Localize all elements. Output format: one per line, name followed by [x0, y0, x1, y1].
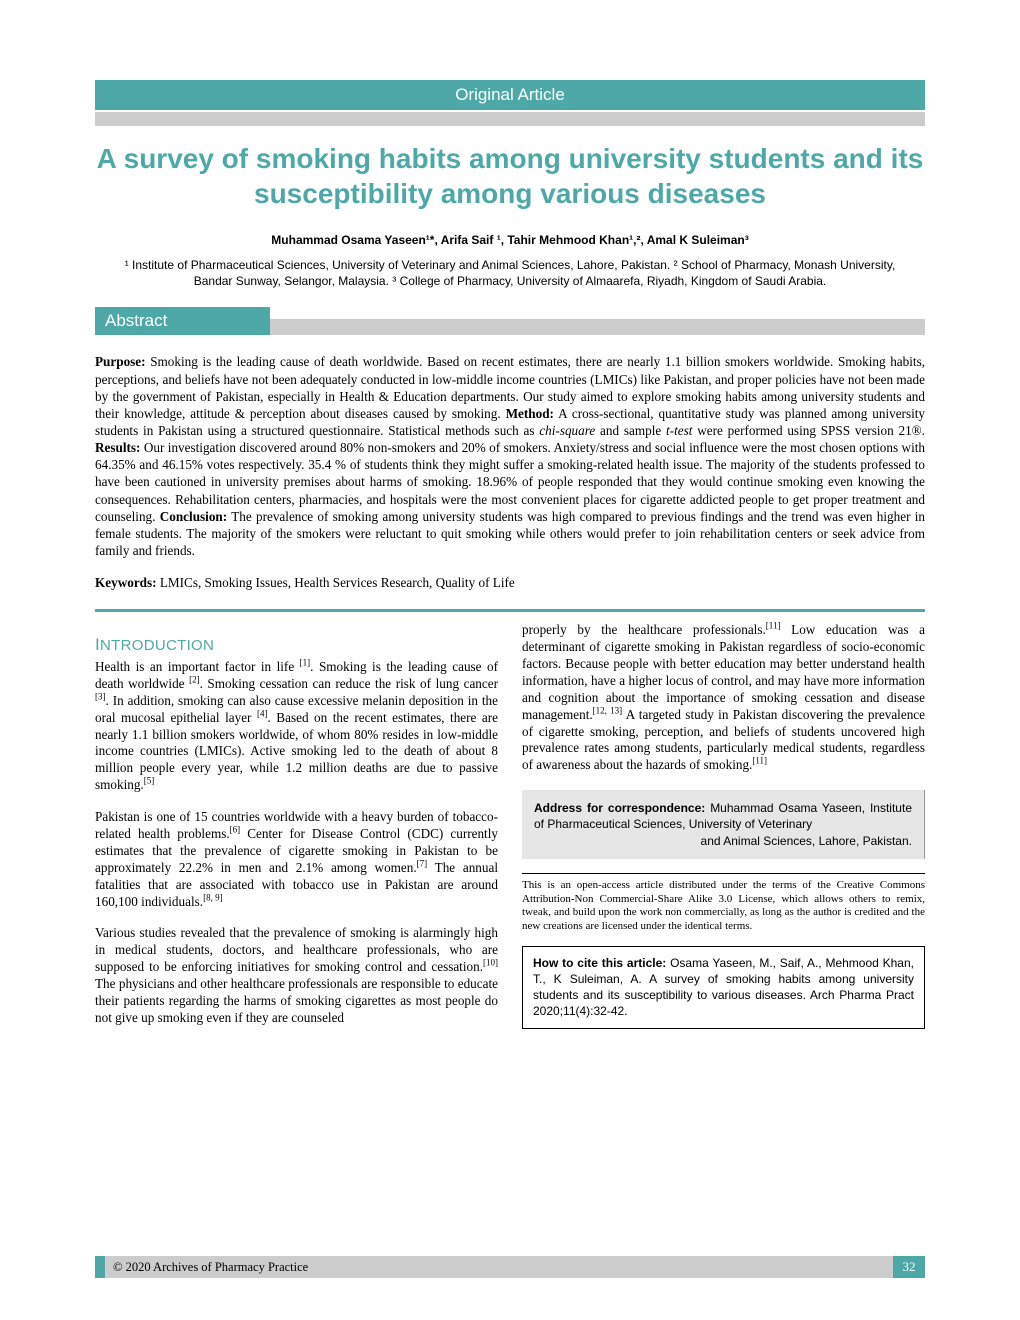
gray-separator: [95, 112, 925, 126]
affiliations: ¹ Institute of Pharmaceutical Sciences, …: [95, 257, 925, 289]
page-footer: © 2020 Archives of Pharmacy Practice 32: [95, 1256, 925, 1278]
keywords-line: Keywords: LMICs, Smoking Issues, Health …: [95, 575, 925, 591]
abstract-body: Purpose: Smoking is the leading cause of…: [95, 353, 925, 559]
footer-copyright: © 2020 Archives of Pharmacy Practice: [105, 1256, 893, 1278]
abstract-header-row: Abstract: [95, 307, 925, 335]
keywords-label: Keywords:: [95, 575, 157, 590]
intro-para-3: Various studies revealed that the preval…: [95, 925, 498, 1026]
article-type-banner: Original Article: [95, 80, 925, 110]
keywords-text: LMICs, Smoking Issues, Health Services R…: [160, 575, 515, 590]
two-column-body: INTRODUCTION Health is an important fact…: [95, 622, 925, 1028]
intro-para-2: Pakistan is one of 15 countries worldwid…: [95, 809, 498, 910]
article-title: A survey of smoking habits among univers…: [95, 141, 925, 211]
teal-divider: [95, 609, 925, 612]
citation-box: How to cite this article: Osama Yaseen, …: [522, 946, 925, 1029]
abstract-heading: Abstract: [95, 307, 270, 335]
authors-line: Muhammad Osama Yaseen¹*, Arifa Saif ¹, T…: [95, 233, 925, 247]
introduction-heading: INTRODUCTION: [95, 634, 498, 656]
intro-para-1: Health is an important factor in life [1…: [95, 659, 498, 794]
abstract-gray-bar: [270, 319, 925, 335]
footer-teal-accent: [95, 1256, 105, 1278]
right-column: properly by the healthcare professionals…: [522, 622, 925, 1028]
intro-heading-rest: NTRODUCTION: [100, 637, 214, 654]
page-number: 32: [893, 1256, 925, 1278]
left-column: INTRODUCTION Health is an important fact…: [95, 622, 498, 1028]
license-rule: [522, 873, 925, 874]
license-text: This is an open-access article distribut…: [522, 879, 925, 934]
intro-para-cont: properly by the healthcare professionals…: [522, 622, 925, 774]
correspondence-box: Address for correspondence: Muhammad Osa…: [522, 790, 925, 859]
